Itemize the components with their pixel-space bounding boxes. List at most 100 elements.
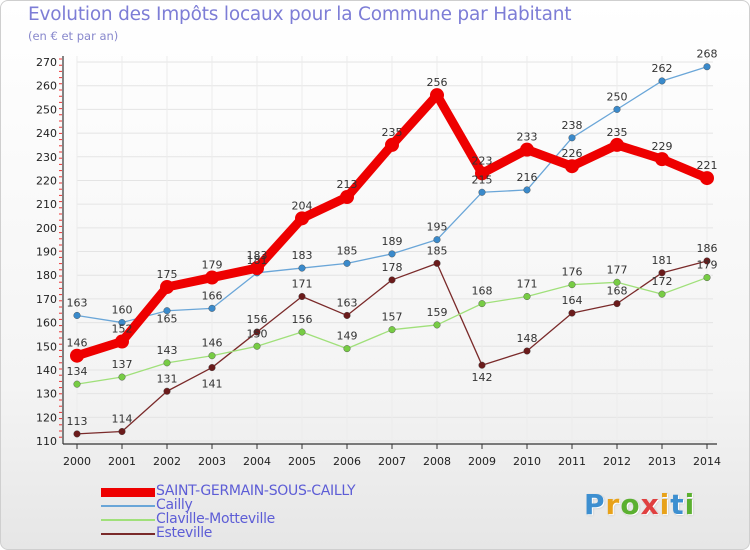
data-label: 163	[67, 296, 88, 309]
data-point	[208, 364, 216, 372]
data-point	[343, 311, 351, 319]
x-tick-label: 2005	[288, 455, 316, 468]
data-point	[568, 281, 576, 289]
x-tick-label: 2001	[108, 455, 136, 468]
data-label: 143	[157, 344, 178, 357]
y-tick-label: 110	[36, 435, 57, 448]
data-label: 183	[292, 249, 313, 262]
data-label: 148	[517, 332, 538, 345]
data-point	[388, 276, 396, 284]
data-label: 168	[607, 285, 628, 298]
data-point	[433, 259, 441, 267]
data-label: 157	[382, 311, 403, 324]
data-point	[298, 328, 306, 336]
data-point	[253, 328, 261, 336]
data-point	[340, 190, 354, 205]
legend-label: Cailly	[156, 497, 193, 513]
data-label: 175	[157, 268, 178, 281]
data-point	[163, 359, 171, 367]
data-label: 235	[382, 126, 403, 139]
data-label: 186	[697, 242, 718, 255]
data-label: 177	[607, 263, 628, 276]
logo-letter: i	[684, 488, 696, 521]
x-tick-label: 2003	[198, 455, 226, 468]
data-label: 179	[202, 259, 223, 272]
data-label: 256	[427, 76, 448, 89]
data-label: 160	[112, 304, 133, 317]
data-point	[388, 326, 396, 334]
logo-letter: o	[620, 488, 641, 521]
data-point	[73, 430, 81, 438]
axes: 110 120 130 140 150 160 170 180 190 200 210 220 230 2…	[36, 56, 721, 468]
logo-letter: x	[640, 488, 660, 521]
data-label: 213	[337, 178, 358, 191]
data-point	[205, 270, 219, 285]
data-point	[298, 293, 306, 301]
data-point	[73, 311, 81, 319]
data-point	[655, 152, 669, 167]
data-label: 156	[247, 313, 268, 326]
data-label: 176	[562, 266, 583, 279]
y-tick-label: 240	[36, 127, 57, 140]
data-point	[703, 63, 711, 71]
data-label: 146	[67, 337, 88, 350]
legend-swatch	[101, 505, 155, 507]
data-point	[523, 293, 531, 301]
data-label: 181	[652, 254, 673, 267]
data-point	[433, 321, 441, 329]
y-tick-label: 190	[36, 246, 57, 259]
data-point	[295, 211, 309, 226]
data-label: 168	[472, 285, 493, 298]
data-label: 183	[247, 249, 268, 262]
data-point	[433, 236, 441, 244]
x-tick-label: 2011	[558, 455, 586, 468]
data-label: 146	[202, 337, 223, 350]
data-label: 181	[247, 254, 268, 267]
data-label: 166	[202, 289, 223, 302]
legend-label: Esteville	[156, 525, 213, 541]
y-tick-label: 250	[36, 103, 57, 116]
data-point	[208, 304, 216, 312]
data-label: 149	[337, 330, 358, 343]
legend-swatch	[101, 519, 155, 521]
data-point	[703, 257, 711, 265]
data-label: 195	[427, 221, 448, 234]
data-label: 229	[652, 140, 673, 153]
data-point	[118, 428, 126, 436]
data-point	[475, 166, 489, 181]
data-point	[610, 137, 624, 152]
data-label: 114	[112, 413, 133, 426]
x-tick-label: 2004	[243, 455, 271, 468]
x-tick-label: 2007	[378, 455, 406, 468]
x-tick-label: 2012	[603, 455, 631, 468]
x-tick-label: 2006	[333, 455, 361, 468]
data-point	[658, 77, 666, 85]
data-point	[565, 159, 579, 174]
data-label: 189	[382, 235, 403, 248]
data-point	[568, 309, 576, 317]
data-label: 216	[517, 171, 538, 184]
y-tick-label: 180	[36, 269, 57, 282]
x-tick-label: 2009	[468, 455, 496, 468]
legend-swatch	[101, 488, 155, 497]
data-point	[613, 105, 621, 113]
y-tick-label: 170	[36, 293, 57, 306]
series-group	[70, 63, 714, 438]
data-point	[523, 186, 531, 194]
data-label: 226	[562, 147, 583, 160]
data-label: 142	[472, 371, 493, 384]
data-label: 268	[697, 48, 718, 61]
data-label: 238	[562, 119, 583, 132]
data-label: 262	[652, 62, 673, 75]
data-label: 185	[337, 244, 358, 257]
data-point	[118, 319, 126, 327]
data-label: 134	[67, 365, 88, 378]
data-label: 113	[67, 415, 88, 428]
y-tick-label: 160	[36, 317, 57, 330]
data-label: 165	[157, 313, 178, 326]
data-point	[253, 342, 261, 350]
data-point	[343, 345, 351, 353]
data-point	[430, 88, 444, 103]
data-label: 250	[607, 90, 628, 103]
